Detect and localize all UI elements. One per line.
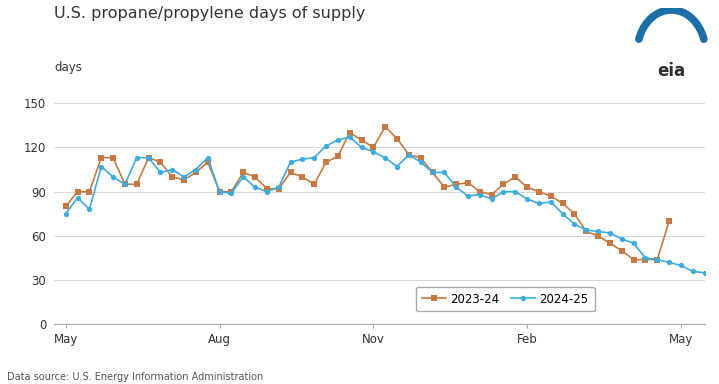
2023-24: [109, 156, 117, 160]
2024-25: [440, 170, 449, 175]
2023-24: [275, 186, 283, 191]
2023-24: [464, 180, 472, 185]
2024-25: [416, 160, 425, 164]
2023-24: [345, 130, 354, 135]
2023-24: [61, 204, 70, 209]
Text: days: days: [54, 61, 82, 74]
2024-25: [262, 189, 271, 194]
2023-24: [665, 219, 674, 223]
2024-25: [61, 212, 70, 216]
2024-25: [700, 270, 709, 275]
2024-25: [345, 135, 354, 139]
2023-24: [381, 124, 390, 129]
2023-24: [440, 185, 449, 190]
Text: U.S. propane/propylene days of supply: U.S. propane/propylene days of supply: [54, 6, 365, 21]
2023-24: [629, 257, 638, 262]
2023-24: [393, 136, 401, 141]
Text: eia: eia: [657, 62, 685, 79]
2024-25: [582, 228, 590, 232]
Text: Data source: U.S. Energy Information Administration: Data source: U.S. Energy Information Adm…: [7, 372, 263, 382]
Line: 2023-24: 2023-24: [63, 124, 672, 262]
Line: 2024-25: 2024-25: [63, 134, 719, 275]
2024-25: [286, 160, 295, 164]
Legend: 2023-24, 2024-25: 2023-24, 2024-25: [416, 287, 595, 311]
